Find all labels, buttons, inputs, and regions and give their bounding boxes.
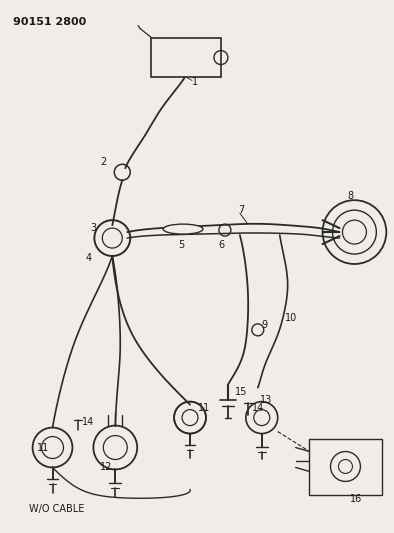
FancyBboxPatch shape xyxy=(309,439,382,495)
Text: 4: 4 xyxy=(85,253,91,263)
Text: 8: 8 xyxy=(348,191,353,201)
Text: 14: 14 xyxy=(252,402,264,413)
Text: 14: 14 xyxy=(82,417,95,426)
Text: 11: 11 xyxy=(37,442,49,453)
FancyBboxPatch shape xyxy=(151,38,221,77)
Ellipse shape xyxy=(163,224,203,234)
Text: 9: 9 xyxy=(262,320,268,330)
Text: 11: 11 xyxy=(198,402,210,413)
Text: 6: 6 xyxy=(218,240,224,250)
Text: 2: 2 xyxy=(100,157,107,167)
Text: 16: 16 xyxy=(349,495,362,504)
Text: 7: 7 xyxy=(238,205,244,215)
Text: 12: 12 xyxy=(100,463,113,472)
Text: 90151 2800: 90151 2800 xyxy=(13,17,86,27)
Text: 10: 10 xyxy=(285,313,297,323)
Text: 1: 1 xyxy=(192,77,198,87)
Text: 15: 15 xyxy=(235,386,247,397)
Text: 5: 5 xyxy=(178,240,184,250)
Text: W/O CABLE: W/O CABLE xyxy=(29,504,84,514)
Text: 13: 13 xyxy=(260,394,272,405)
Text: 3: 3 xyxy=(90,223,97,233)
